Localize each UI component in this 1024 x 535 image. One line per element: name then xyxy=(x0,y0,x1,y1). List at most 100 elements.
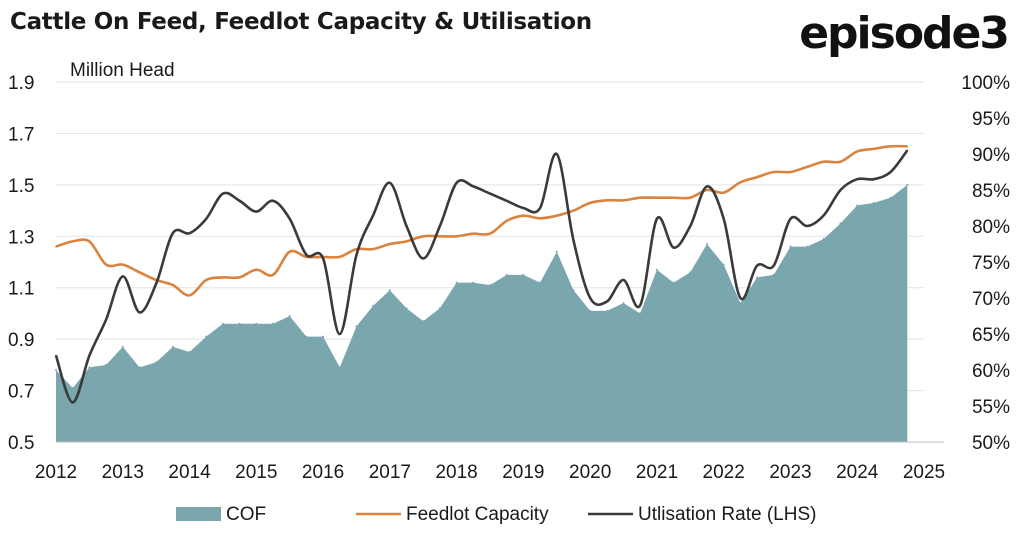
utilisation-point-16 xyxy=(322,257,324,260)
left-tick-label-5: 1.5 xyxy=(8,176,34,197)
utilisation-point-42 xyxy=(756,264,758,267)
utilisation-point-17 xyxy=(339,333,341,335)
utilisation-point-15 xyxy=(305,254,308,256)
utilisation-point-18 xyxy=(355,254,358,256)
legend-label-utilisation: Utlisation Rate (LHS) xyxy=(638,504,816,525)
legend-swatch-cof xyxy=(176,507,221,521)
left-axis-ticks: 0.5 0.7 0.9 1.1 1.3 1.5 1.7 1.9 xyxy=(8,73,34,454)
right-tick-label-2: 60% xyxy=(972,361,1010,382)
right-tick-label-6: 80% xyxy=(972,217,1010,238)
x-tick-label-2: 2014 xyxy=(168,462,211,483)
cof-point-32 xyxy=(589,309,592,312)
cof-point-26 xyxy=(489,284,491,287)
utilisation-point-38 xyxy=(689,225,692,227)
cof-point-38 xyxy=(689,271,692,274)
capacity-point-32 xyxy=(589,202,591,204)
capacity-point-12 xyxy=(255,268,258,271)
right-tick-label-0: 50% xyxy=(972,433,1010,454)
cof-point-13 xyxy=(272,322,274,325)
cof-area xyxy=(56,184,908,442)
cof-point-27 xyxy=(505,273,508,276)
utilisation-point-45 xyxy=(806,225,808,227)
cof-point-15 xyxy=(305,335,308,338)
utilisation-point-40 xyxy=(722,218,725,220)
utilisation-point-20 xyxy=(389,182,391,184)
utilisation-point-48 xyxy=(856,178,858,180)
legend-label-cof: COF xyxy=(226,504,266,525)
capacity-point-30 xyxy=(556,214,558,217)
cof-point-33 xyxy=(605,309,608,312)
capacity-point-26 xyxy=(489,232,491,235)
capacity-point-8 xyxy=(188,294,191,297)
utilisation-point-30 xyxy=(556,153,558,155)
cof-point-47 xyxy=(839,222,842,225)
capacity-point-23 xyxy=(439,235,441,238)
capacity-point-9 xyxy=(205,279,207,281)
utilisation-point-3 xyxy=(105,318,107,321)
cof-point-12 xyxy=(255,322,258,325)
cof-point-29 xyxy=(539,281,542,284)
utilisation-point-10 xyxy=(222,192,224,195)
capacity-point-1 xyxy=(71,240,74,243)
capacity-point-14 xyxy=(288,250,291,253)
capacity-point-39 xyxy=(706,189,708,191)
cof-point-36 xyxy=(655,268,658,271)
utilisation-point-35 xyxy=(639,304,641,307)
utilisation-point-26 xyxy=(489,192,491,195)
cof-point-35 xyxy=(639,312,642,315)
utilisation-point-0 xyxy=(55,354,57,357)
utilisation-point-39 xyxy=(706,185,708,188)
right-tick-label-7: 85% xyxy=(972,181,1010,202)
capacity-point-29 xyxy=(539,217,541,220)
utilisation-point-12 xyxy=(255,210,258,213)
cof-point-9 xyxy=(205,335,208,338)
x-tick-label-12: 2024 xyxy=(836,462,879,483)
right-tick-label-3: 65% xyxy=(972,325,1010,346)
utilisation-point-1 xyxy=(71,401,74,404)
utilisation-point-33 xyxy=(606,300,608,303)
capacity-point-37 xyxy=(672,196,675,199)
utilisation-point-34 xyxy=(622,279,625,281)
capacity-point-50 xyxy=(889,145,892,148)
cof-point-31 xyxy=(572,289,575,292)
left-tick-label-4: 1.3 xyxy=(8,227,34,248)
capacity-point-7 xyxy=(172,284,174,286)
x-tick-label-13: 2025 xyxy=(903,462,945,483)
utilisation-point-9 xyxy=(205,218,207,220)
utilisation-rate-series xyxy=(54,149,909,404)
cof-point-41 xyxy=(739,302,742,305)
cof-point-19 xyxy=(372,304,375,307)
brand-logo: episode3 xyxy=(799,8,1010,59)
capacity-point-21 xyxy=(405,240,408,243)
utilisation-point-2 xyxy=(88,354,91,357)
cof-point-50 xyxy=(889,196,892,199)
utilisation-point-44 xyxy=(789,218,792,220)
utilisation-point-32 xyxy=(589,297,591,299)
left-tick-label-6: 1.7 xyxy=(8,124,34,145)
capacity-point-40 xyxy=(722,191,725,194)
cof-point-0 xyxy=(55,369,57,371)
cof-point-10 xyxy=(221,322,224,325)
chart-title: Cattle On Feed, Feedlot Capacity & Utili… xyxy=(10,9,592,35)
utilisation-point-19 xyxy=(372,214,375,216)
capacity-point-19 xyxy=(372,248,375,250)
capacity-point-5 xyxy=(138,271,141,274)
capacity-point-25 xyxy=(472,232,475,235)
utilisation-point-46 xyxy=(823,214,825,216)
x-axis-ticks: 2012 2013 2014 2015 2016 2017 2018 2019 2020 2021… xyxy=(35,462,945,483)
cof-point-30 xyxy=(555,250,558,253)
left-tick-label-7: 1.9 xyxy=(8,73,34,94)
capacity-point-46 xyxy=(823,160,825,163)
utilisation-point-13 xyxy=(272,200,274,202)
capacity-point-22 xyxy=(422,235,425,238)
capacity-point-11 xyxy=(238,276,241,279)
capacity-point-38 xyxy=(689,196,692,199)
right-tick-label-1: 55% xyxy=(972,397,1010,418)
cof-point-40 xyxy=(722,263,725,266)
capacity-point-34 xyxy=(622,199,625,202)
capacity-point-43 xyxy=(773,171,775,173)
cof-point-20 xyxy=(388,289,391,292)
utilisation-point-47 xyxy=(839,189,842,191)
x-tick-label-1: 2013 xyxy=(102,462,144,483)
capacity-point-35 xyxy=(639,196,641,199)
